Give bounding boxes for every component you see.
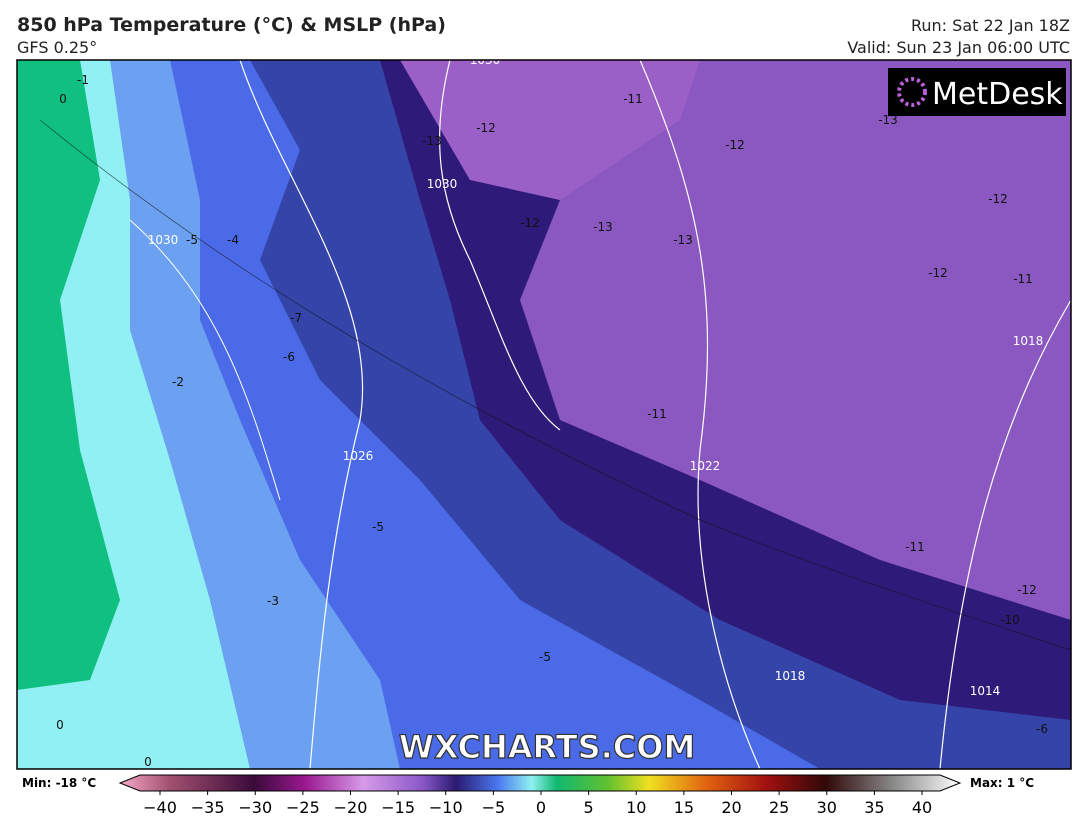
- isotherm-label: -3: [267, 594, 279, 608]
- colorbar-tick-label: −15: [381, 798, 415, 817]
- logo-text: MetDesk: [932, 77, 1063, 112]
- isobar-label: 1018: [1013, 334, 1044, 348]
- isotherm-label: 0: [56, 718, 64, 732]
- isotherm-label: -11: [647, 407, 667, 421]
- title: 850 hPa Temperature (°C) & MSLP (hPa): [17, 14, 446, 36]
- colorbar-tick-label: −30: [238, 798, 272, 817]
- isobar-label: 1030: [427, 177, 458, 191]
- isobar-label: 1022: [690, 459, 721, 473]
- isobar: [939, 299, 1071, 769]
- field-green: [17, 60, 120, 690]
- isotherm-label: -13: [878, 113, 898, 127]
- isobar-label: 1018: [775, 669, 806, 683]
- isotherm-label: -12: [1017, 583, 1037, 597]
- isotherm-label: -11: [623, 92, 643, 106]
- colorbar-tick-label: −20: [334, 798, 368, 817]
- isobar-label: 1026: [343, 449, 374, 463]
- isotherm-label: 0: [144, 755, 152, 769]
- max-label: Max: 1 °C: [970, 776, 1034, 790]
- isotherm-label: -13: [422, 134, 442, 148]
- isotherm-label: -4: [227, 233, 239, 247]
- isotherm-label: -13: [593, 220, 613, 234]
- logo-icon: [897, 77, 927, 107]
- isotherm-label: -6: [1036, 722, 1048, 736]
- isotherm-label: -5: [372, 520, 384, 534]
- field-violet: [400, 60, 700, 200]
- colorbar-tick-label: −5: [482, 798, 506, 817]
- colorbar-tick-label: 30: [817, 798, 837, 817]
- isotherm-label: -7: [290, 311, 302, 325]
- isotherm-label: -6: [283, 350, 295, 364]
- subtitle: GFS 0.25°: [17, 38, 97, 57]
- isobar-label: 1030: [470, 53, 501, 67]
- isotherm-label: -12: [520, 216, 540, 230]
- isotherm-label: -5: [539, 650, 551, 664]
- isobar: [639, 60, 761, 769]
- colorbar-tick-label: 0: [536, 798, 546, 817]
- isotherm-label: -12: [928, 266, 948, 280]
- valid-time: Valid: Sun 23 Jan 06:00 UTC: [847, 38, 1070, 57]
- coastline: [39, 119, 1071, 651]
- isotherm-label: -13: [673, 233, 693, 247]
- colorbar-tick-label: −35: [191, 798, 225, 817]
- colorbar-tick-label: −10: [429, 798, 463, 817]
- colorbar-ticks: −40 −35 −30 −25 −20 −15 −10 −5 0 5 10 15 20 25 30 35 40: [143, 791, 932, 817]
- colorbar-tick-label: 15: [674, 798, 694, 817]
- colorbar-tick-label: 25: [769, 798, 789, 817]
- min-label: Min: -18 °C: [22, 776, 96, 790]
- watermark: WXCHARTS.COM: [399, 728, 696, 766]
- colorbar-tick-label: 35: [864, 798, 884, 817]
- colorbar-tick-label: 20: [721, 798, 741, 817]
- colorbar-tick-label: 40: [912, 798, 932, 817]
- colorbar-tick-label: −40: [143, 798, 177, 817]
- colorbar-tick-label: 5: [584, 798, 594, 817]
- isobar: [129, 219, 281, 501]
- isotherm-label: -10: [1000, 613, 1020, 627]
- isotherm-label: -2: [172, 375, 184, 389]
- map-frame: [16, 59, 1072, 770]
- isotherm-label: -11: [905, 540, 925, 554]
- isobar-label: 1030: [148, 233, 179, 247]
- colorbar-tick-label: −25: [286, 798, 320, 817]
- colorbar-tick-label: 10: [626, 798, 646, 817]
- isobar: [239, 60, 364, 769]
- isobar-label: 1014: [970, 684, 1001, 698]
- isotherm-label: -11: [1013, 272, 1033, 286]
- logo-box: [888, 68, 1066, 116]
- isotherm-label: 0: [59, 92, 67, 106]
- run-time: Run: Sat 22 Jan 18Z: [911, 16, 1070, 35]
- isobar: [439, 60, 561, 431]
- isotherm-label: -12: [725, 138, 745, 152]
- isotherm-label: -5: [186, 233, 198, 247]
- isotherm-label: -12: [988, 192, 1008, 206]
- isotherm-label: -12: [476, 121, 496, 135]
- isotherm-label: -1: [77, 73, 89, 87]
- colorbar: [118, 774, 962, 792]
